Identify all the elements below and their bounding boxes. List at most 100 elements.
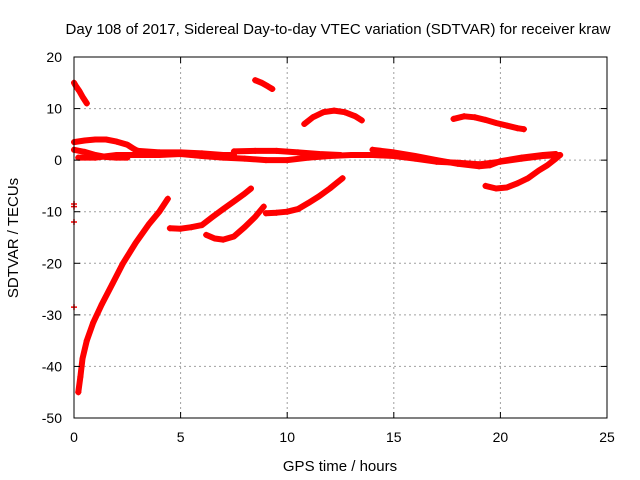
data-point (230, 198, 237, 205)
data-point (76, 88, 83, 94)
data-point (252, 147, 259, 154)
data-point (294, 149, 301, 156)
data-point (77, 373, 84, 380)
data-point (92, 154, 99, 161)
data-point (390, 149, 397, 156)
data-point (203, 231, 210, 238)
data-point (265, 83, 271, 90)
data-point (471, 114, 478, 121)
data-point (262, 210, 269, 217)
data-point (79, 93, 86, 100)
data-point (503, 184, 510, 191)
data-point (358, 117, 365, 124)
data-point (135, 147, 141, 154)
data-point (486, 162, 493, 169)
data-point (241, 155, 248, 162)
x-tick-label: 0 (70, 429, 78, 445)
data-point (81, 148, 88, 155)
data-point (220, 152, 227, 158)
data-point (81, 137, 88, 144)
data-point (260, 203, 267, 210)
data-point (79, 355, 86, 362)
data-point (348, 152, 355, 158)
data-point (83, 100, 90, 107)
y-tick-label: -50 (42, 410, 62, 426)
y-tick-label: 10 (46, 101, 62, 117)
data-point (331, 107, 338, 114)
plot-frame (73, 56, 608, 419)
data-point (220, 206, 227, 213)
data-point (75, 389, 82, 396)
data-point (450, 115, 457, 122)
y-tick-label: -20 (42, 255, 62, 271)
data-point (177, 225, 184, 232)
chart-title: Day 108 of 2017, Sidereal Day-to-day VTE… (66, 21, 611, 38)
data-point (284, 157, 291, 164)
data-point (220, 236, 227, 243)
data-point (132, 239, 139, 246)
data-point (198, 150, 205, 157)
data-point (130, 145, 137, 152)
data-point (514, 125, 521, 132)
x-tick-label: 10 (279, 429, 295, 445)
data-point (339, 175, 346, 182)
data-point (124, 141, 131, 148)
data-point (461, 113, 468, 120)
data-point (525, 175, 532, 182)
y-tick-label: 20 (46, 49, 62, 65)
data-point (166, 225, 173, 232)
data-point (493, 185, 500, 192)
y-tick-label: -30 (42, 307, 62, 323)
data-point (518, 154, 525, 161)
x-tick-label: 5 (177, 429, 185, 445)
data-point (482, 116, 489, 123)
data-point (305, 199, 312, 206)
data-point (337, 152, 344, 158)
data-point (316, 193, 323, 200)
data-point (320, 109, 327, 116)
y-tick-label: -40 (42, 358, 62, 374)
data-point (188, 224, 195, 231)
data-point (252, 213, 259, 220)
data-point (273, 147, 280, 154)
data-point (103, 136, 109, 143)
data-point (109, 280, 116, 287)
data-point (497, 158, 504, 165)
data-point (258, 79, 265, 86)
data-point (301, 121, 308, 127)
data-point (369, 152, 376, 158)
data-point (156, 208, 163, 215)
data-point (454, 160, 461, 167)
data-point (241, 224, 248, 231)
data-point (98, 301, 105, 308)
data-point (211, 235, 218, 242)
tick-layer: 0 5 10 15 20 25 -50 -40 -30 -20 -10 0 10 20 (42, 49, 615, 445)
data-point (333, 180, 340, 187)
data-point (503, 122, 510, 129)
data-point (241, 190, 248, 197)
data-point (92, 136, 99, 143)
data-point (540, 152, 546, 158)
data-point (120, 260, 126, 267)
data-point (544, 162, 551, 169)
data-point (273, 209, 280, 216)
x-axis-label: GPS time / hours (283, 458, 397, 475)
y-tick-label: 0 (54, 152, 62, 168)
data-point (156, 149, 163, 156)
y-tick-label: -10 (42, 204, 62, 220)
data-point (230, 148, 237, 155)
data-point (248, 185, 254, 192)
data-point (482, 182, 489, 189)
x-tick-label: 20 (493, 429, 509, 445)
data-point (90, 319, 97, 326)
data-point (412, 153, 419, 159)
data-point (535, 167, 542, 174)
data-point (352, 113, 359, 120)
data-point (326, 185, 333, 192)
data-point (309, 114, 316, 121)
data-point (294, 206, 301, 213)
data-point (145, 221, 152, 228)
data-point (269, 86, 276, 92)
